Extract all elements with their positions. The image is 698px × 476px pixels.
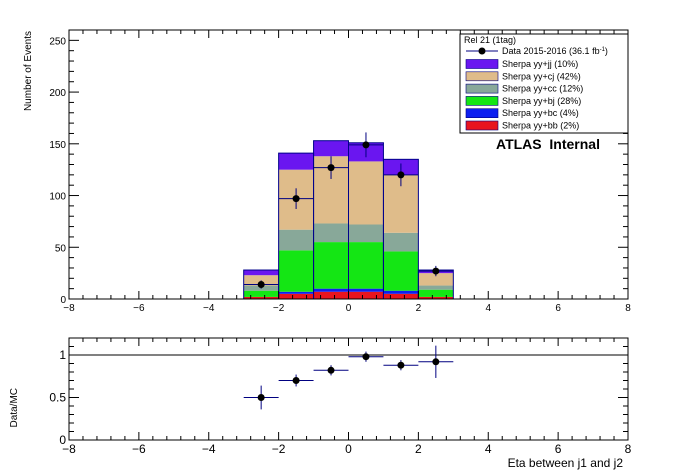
ratio-xtick-label: −8 bbox=[62, 442, 76, 456]
main-xtick-label: −4 bbox=[203, 303, 215, 314]
stack-bar-1-2 bbox=[313, 288, 349, 292]
ratio-xtick-label: 0 bbox=[345, 442, 352, 456]
stack-bar-2-0 bbox=[243, 290, 279, 297]
stack-bar-4-3 bbox=[348, 161, 384, 225]
ratio-point-2 bbox=[327, 366, 335, 374]
stack-bar-0-3 bbox=[348, 291, 384, 299]
ratio-ytick-label: 0.5 bbox=[49, 391, 66, 405]
legend-label-2: Sherpa yy+cc (12%) bbox=[502, 84, 583, 94]
main-xtick-label: 6 bbox=[555, 303, 561, 314]
legend-swatch-0 bbox=[465, 59, 499, 69]
legend-data-label-sup: -1 bbox=[600, 47, 606, 53]
data-point-1 bbox=[292, 195, 300, 203]
stack-bar-5-1 bbox=[278, 153, 314, 170]
main-ytick-label: 0 bbox=[60, 295, 66, 306]
stack-bar-0-0 bbox=[243, 296, 279, 299]
legend-label-4: Sherpa yy+bc (4%) bbox=[502, 108, 579, 118]
legend-swatch-5 bbox=[465, 120, 499, 131]
stack-bar-1-4 bbox=[383, 290, 419, 294]
ratio-xtick-label: 4 bbox=[485, 442, 492, 456]
stack-bar-0-5 bbox=[418, 296, 454, 299]
main-ytick-label: 200 bbox=[49, 88, 66, 99]
ratio-point-5 bbox=[432, 358, 440, 366]
ratio-frame bbox=[68, 337, 629, 441]
ratio-xtick-label: 6 bbox=[555, 442, 562, 456]
main-ytick-label: 100 bbox=[49, 192, 66, 203]
data-point-4 bbox=[397, 171, 405, 179]
data-point-2 bbox=[327, 164, 335, 172]
main-xtick-label: −6 bbox=[133, 303, 145, 314]
legend-entry-data: Data 2015-2016 (36.1 fb-1) bbox=[466, 46, 608, 56]
stack-bar-1-3 bbox=[348, 288, 384, 292]
ratio-xtick-label: 8 bbox=[625, 442, 632, 456]
stack-bar-2-5 bbox=[418, 289, 454, 297]
ratio-points bbox=[243, 345, 454, 410]
stack-bar-3-5 bbox=[418, 285, 454, 290]
stack-bar-5-0 bbox=[243, 270, 279, 276]
stack-bar-3-4 bbox=[383, 232, 419, 252]
ratio-point-4 bbox=[397, 361, 405, 369]
stack-bar-2-2 bbox=[313, 242, 349, 289]
stack-bar-4-5 bbox=[418, 273, 454, 286]
main-ytick-label: 150 bbox=[49, 140, 66, 151]
main-ytick-label: 250 bbox=[49, 36, 66, 47]
legend: Rel 21 (1tag) Data 2015-2016 (36.1 fb-1)… bbox=[459, 33, 629, 134]
ratio-xtick-label: 2 bbox=[415, 442, 422, 456]
stack-bar-0-4 bbox=[383, 293, 419, 299]
ratio-plot: −8 −6 −4 −2 0 2 4 6 8 0 0.5 1 Data/MC Eta between j… bbox=[9, 337, 632, 470]
ratio-ytick-label: 0 bbox=[59, 433, 66, 447]
legend-data-label-end: ) bbox=[605, 46, 608, 56]
stack-bar-5-2 bbox=[313, 140, 349, 157]
stack-bar-0-1 bbox=[278, 293, 314, 299]
main-ytick-label: 50 bbox=[55, 243, 67, 254]
ratio-xtick-label: −6 bbox=[132, 442, 146, 456]
legend-data-marker bbox=[478, 47, 486, 55]
stack-bar-3-3 bbox=[348, 224, 384, 243]
stack-bar-3-2 bbox=[313, 223, 349, 243]
legend-label-3: Sherpa yy+bj (28%) bbox=[502, 96, 581, 106]
ratio-xtick-label: −4 bbox=[202, 442, 216, 456]
main-xtick-label: −2 bbox=[273, 303, 285, 314]
stack-bar-2-3 bbox=[348, 242, 384, 289]
stacked-histogram bbox=[243, 140, 454, 300]
data-point-3 bbox=[362, 141, 370, 149]
main-xtick-label: 8 bbox=[625, 303, 631, 314]
ratio-point-0 bbox=[257, 394, 265, 401]
legend-stack-entries: Sherpa yy+jj (10%) Sherpa yy+cj (42%) Sher… bbox=[465, 59, 583, 131]
ratio-point-3 bbox=[362, 353, 370, 361]
stack-bar-0-2 bbox=[313, 291, 349, 299]
legend-swatch-4 bbox=[465, 108, 499, 118]
legend-data-label-main: Data 2015-2016 (36.1 fb bbox=[502, 46, 600, 56]
ratio-xlabel: Eta between j1 and j2 bbox=[508, 456, 624, 470]
stack-bar-1-1 bbox=[278, 291, 314, 294]
ratio-axes: −8 −6 −4 −2 0 2 4 6 8 0 0.5 1 bbox=[49, 337, 632, 456]
ratio-ylabel: Data/MC bbox=[9, 388, 20, 427]
main-xtick-label: 2 bbox=[416, 303, 422, 314]
legend-swatch-3 bbox=[465, 96, 499, 106]
data-point-0 bbox=[257, 281, 265, 289]
legend-swatch-2 bbox=[465, 83, 499, 94]
main-ylabel: Number of Events bbox=[23, 31, 34, 111]
legend-swatch-1 bbox=[465, 71, 499, 82]
stack-bar-2-4 bbox=[383, 251, 419, 291]
main-xtick-label: 0 bbox=[346, 303, 352, 314]
main-plot: −8 −6 −4 −2 0 2 4 6 8 0 50 100 150 200 250 Number of E… bbox=[23, 29, 631, 314]
data-point-5 bbox=[432, 267, 440, 275]
ratio-xtick-label: −2 bbox=[272, 442, 286, 456]
legend-label-1: Sherpa yy+cj (42%) bbox=[502, 71, 581, 81]
main-xtick-label: −8 bbox=[63, 303, 75, 314]
ratio-point-1 bbox=[292, 377, 300, 384]
legend-data-label: Data 2015-2016 (36.1 fb-1) bbox=[502, 46, 608, 56]
stack-bar-2-1 bbox=[278, 250, 314, 292]
data-points bbox=[243, 132, 454, 289]
ratio-ytick-label: 1 bbox=[59, 348, 66, 362]
atlas-label: ATLAS Internal bbox=[496, 136, 600, 152]
stack-bar-3-1 bbox=[278, 229, 314, 251]
legend-label-0: Sherpa yy+jj (10%) bbox=[502, 59, 578, 69]
legend-header: Rel 21 (1tag) bbox=[464, 35, 516, 45]
legend-label-5: Sherpa yy+bb (2%) bbox=[502, 121, 579, 131]
main-xtick-label: 4 bbox=[485, 303, 491, 314]
